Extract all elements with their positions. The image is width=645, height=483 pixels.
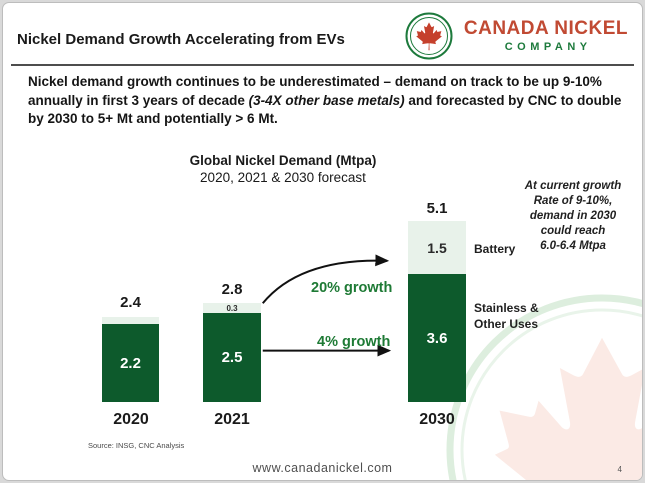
maple-leaf-icon (405, 12, 453, 60)
footer-url: www.canadanickel.com (252, 461, 393, 475)
growth-20-label: 20% growth (311, 280, 393, 296)
axis-label-2030: 2030 (419, 411, 455, 428)
logo-company: COMPANY (504, 41, 592, 54)
axis-label-2021: 2021 (214, 411, 250, 428)
bar-2021-battery-value: 0.3 (226, 303, 238, 313)
bar-2020: 2.4 2.2 (102, 294, 159, 402)
axis-label-2020: 2020 (113, 411, 149, 428)
company-logo-text: CANADA NICKEL COMPANY (463, 17, 628, 54)
chart-subtitle: 2020, 2021 & 2030 forecast (200, 170, 366, 185)
growth-4-label: 4% growth (317, 334, 391, 350)
logo-name: CANADA NICKEL (463, 17, 628, 39)
bar-2020-total: 2.4 (120, 294, 141, 311)
intro-text-after: and forecasted by CNC to double by 2030 … (28, 92, 622, 127)
bar-2020-battery-segment (102, 317, 159, 324)
chart-source: Source: INSG, CNC Analysis (88, 441, 185, 450)
slide-title: Nickel Demand Growth Accelerating from E… (17, 31, 345, 48)
bar-2020-stainless-segment: 2.2 (102, 324, 159, 402)
chart-header: Global Nickel Demand (Mtpa) 2020, 2021 &… (133, 153, 433, 185)
header-divider (11, 64, 634, 66)
bar-2021-stainless-segment: 2.5 (203, 313, 261, 402)
bar-2030-stainless-segment: 3.6 (408, 274, 466, 402)
intro-paragraph: Nickel demand growth continues to be und… (28, 73, 626, 129)
growth-note: At current growth Rate of 9-10%, demand … (524, 180, 622, 252)
bar-2021-stainless-value: 2.5 (221, 349, 243, 366)
page-number: 4 (617, 465, 622, 474)
bar-2021-battery-segment: 0.3 (203, 303, 261, 313)
bar-2030-stainless-value: 3.6 (426, 329, 448, 347)
intro-text-italic: (3-4X other base metals) (248, 92, 405, 108)
bar-2021-total: 2.8 (221, 281, 243, 298)
bar-2020-stainless-value: 2.2 (120, 354, 141, 372)
bar-2030-total: 5.1 (426, 200, 448, 217)
bar-2030-battery-value: 1.5 (427, 239, 447, 256)
bar-2021: 2.8 0.3 2.5 (203, 281, 261, 402)
bar-2030-battery-segment: 1.5 (408, 221, 466, 274)
stainless-label: Stainless & Other Uses (474, 301, 539, 331)
chart-title: Global Nickel Demand (Mtpa) (189, 153, 377, 168)
bar-2030: 5.1 1.5 3.6 (408, 200, 466, 402)
battery-label: Battery (474, 242, 516, 256)
company-logo: CANADA NICKEL COMPANY (404, 11, 628, 61)
intro-text-before: Nickel demand growth continues to be und… (28, 74, 602, 108)
